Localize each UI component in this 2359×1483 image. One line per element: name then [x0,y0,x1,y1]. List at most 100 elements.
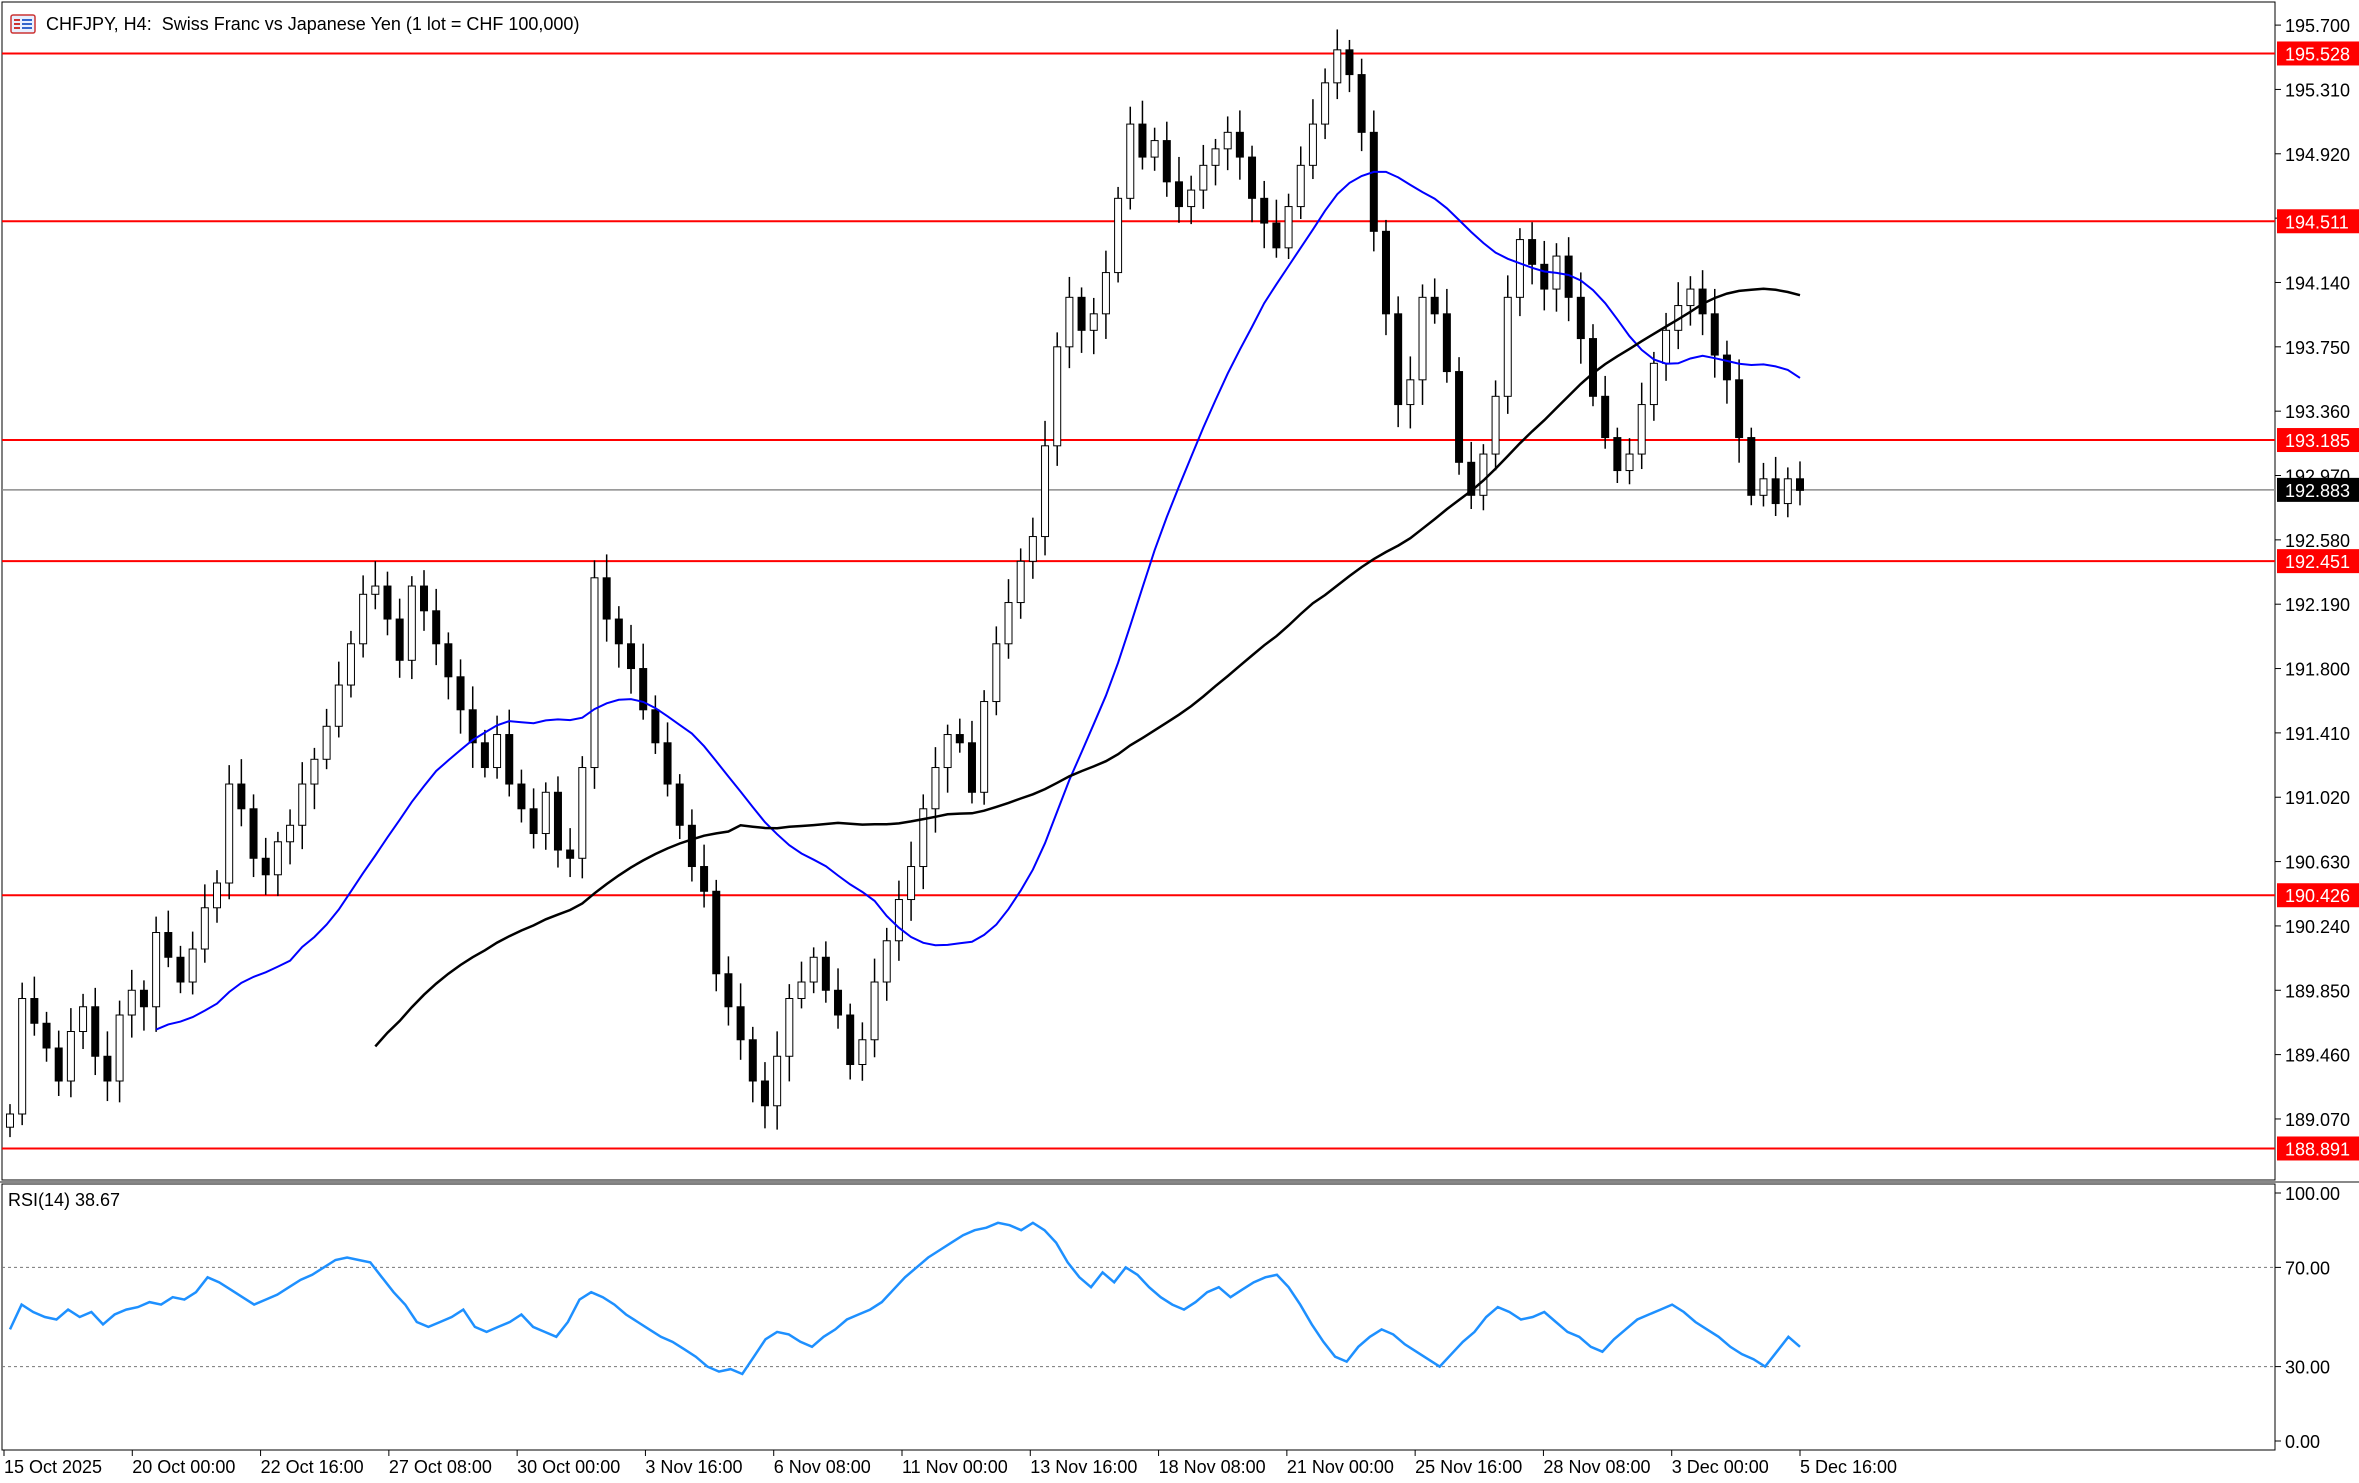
candle [1759,462,1768,507]
candle-body-bear [967,742,976,793]
symbol-label: CHFJPY, H4: [46,13,152,34]
candle [980,690,989,805]
candle [103,1031,112,1102]
candle-body-bear [1528,239,1537,265]
candle [79,993,88,1050]
candle-body-bear [724,973,733,1008]
candle-body-bull [346,643,355,686]
candle-body-bull [1296,164,1305,208]
time-tick-label: 13 Nov 16:00 [1030,1457,1137,1477]
candle-body-bear [1272,222,1281,249]
candle [1223,116,1232,171]
candle [261,837,270,895]
candle-body-bull [578,767,587,859]
candle [346,630,355,698]
candle [870,958,879,1058]
candle-body-bull [66,1031,75,1082]
candle-body-bear [1162,140,1171,183]
candle-body-bull [1686,288,1695,307]
price-tick-label: 193.360 [2285,402,2350,422]
candle [614,606,623,668]
candle-body-bear [505,734,514,785]
candle-body-bear [712,890,721,975]
candle [943,724,952,793]
candle-body-bull [1187,189,1196,208]
candle [432,588,441,666]
rsi-tick-label: 30.00 [2285,1358,2330,1378]
candle-body-bear [639,668,648,711]
candle [736,983,745,1060]
candle-body-bull [213,882,222,909]
level-price-box [2277,209,2359,234]
candle-body-bear [1442,313,1451,373]
candle [687,809,696,882]
candle [541,782,550,850]
candle-body-bull [1211,148,1220,166]
candle [1114,186,1123,283]
candle [773,1031,782,1130]
candle [91,987,100,1076]
candle [1467,441,1476,510]
candle [590,560,599,789]
candle [1455,357,1464,475]
candle-body-bull [1016,560,1025,604]
candle [553,776,562,868]
candle [1722,340,1731,404]
chart-window-icon[interactable] [10,14,36,34]
candle-body-bull [1150,140,1159,158]
candle [1004,579,1013,659]
candle [468,686,477,768]
candle [139,980,148,1031]
candle-body-bull [1053,346,1062,447]
candle [1333,29,1342,100]
candle [1296,146,1305,220]
candle-body-bear [1722,354,1731,381]
ma-fast-line [155,170,1801,1031]
chart-header: CHFJPY, H4: Swiss Franc vs Japanese Yen … [10,11,579,37]
candle-body-bear [553,791,562,851]
candle [249,794,258,878]
time-tick-label: 20 Oct 00:00 [132,1457,235,1477]
candle-body-bear [748,1039,757,1082]
candle [663,722,672,797]
candle [1588,324,1597,407]
level-price-label: 192.451 [2285,552,2350,572]
candle [517,769,526,823]
candle-body-bull [273,841,282,876]
candle-body-bear [1381,230,1390,315]
candle [1735,359,1744,463]
candle-body-bull [870,981,879,1041]
candle [712,879,721,992]
candle-body-bull [6,1113,14,1128]
candle [407,576,416,680]
candle-body-bull [858,1039,867,1066]
candle-body-bear [1174,181,1183,208]
candle [1150,127,1159,171]
price-tick-label: 192.580 [2285,531,2350,551]
candle-body-bear [1601,395,1610,439]
candle [310,747,319,810]
candle-body-bull [286,824,295,843]
candle-body-bull [590,577,599,769]
candle-body-bear [261,857,270,876]
price-tick-label: 191.410 [2285,724,2350,744]
candle-body-bear [1357,74,1366,133]
candle [955,718,964,753]
candle-body-bull [1418,296,1427,381]
candle-body-bull [1625,453,1634,472]
candle [1357,58,1366,152]
candle [785,984,794,1082]
candle [1065,276,1074,369]
current-price-label: 192.883 [2285,481,2350,501]
candle-body-bull [931,767,940,810]
candle [1284,193,1293,259]
candle-body-bear [1138,123,1147,158]
candle-body-bull [1004,602,1013,645]
candle [480,729,489,778]
candle [627,624,636,694]
candle [1796,461,1804,506]
candle [359,575,368,658]
candle [66,1008,75,1098]
candle-body-bear [1394,313,1403,406]
candle [748,1026,757,1103]
